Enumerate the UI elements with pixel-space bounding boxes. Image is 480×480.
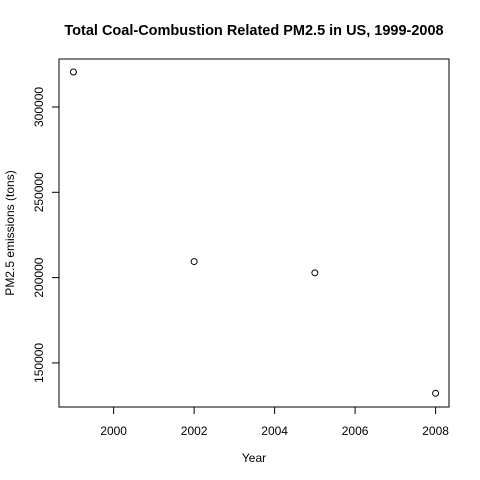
y-tick-label: 150000 (32, 343, 46, 383)
chart-title: Total Coal-Combustion Related PM2.5 in U… (64, 23, 443, 39)
data-point (432, 389, 440, 397)
data-points (69, 68, 440, 397)
x-tick-label: 2000 (100, 424, 127, 438)
x-tick-label: 2002 (181, 424, 208, 438)
x-tick-label: 2004 (261, 424, 288, 438)
x-axis-label: Year (242, 451, 266, 465)
y-axis-label: PM2.5 emissions (tons) (3, 170, 17, 295)
x-tick-label: 2008 (422, 424, 449, 438)
y-tick-label: 300000 (32, 87, 46, 127)
x-axis: 2000 2002 2004 2006 2008 (100, 407, 449, 438)
y-tick-label: 250000 (32, 172, 46, 212)
x-tick-label: 2006 (342, 424, 369, 438)
y-axis: 150000 200000 250000 300000 (32, 87, 59, 383)
y-tick-label: 200000 (32, 257, 46, 297)
data-point (69, 68, 77, 76)
data-point (190, 258, 198, 266)
plot-frame (58, 58, 450, 408)
data-point (311, 269, 319, 277)
